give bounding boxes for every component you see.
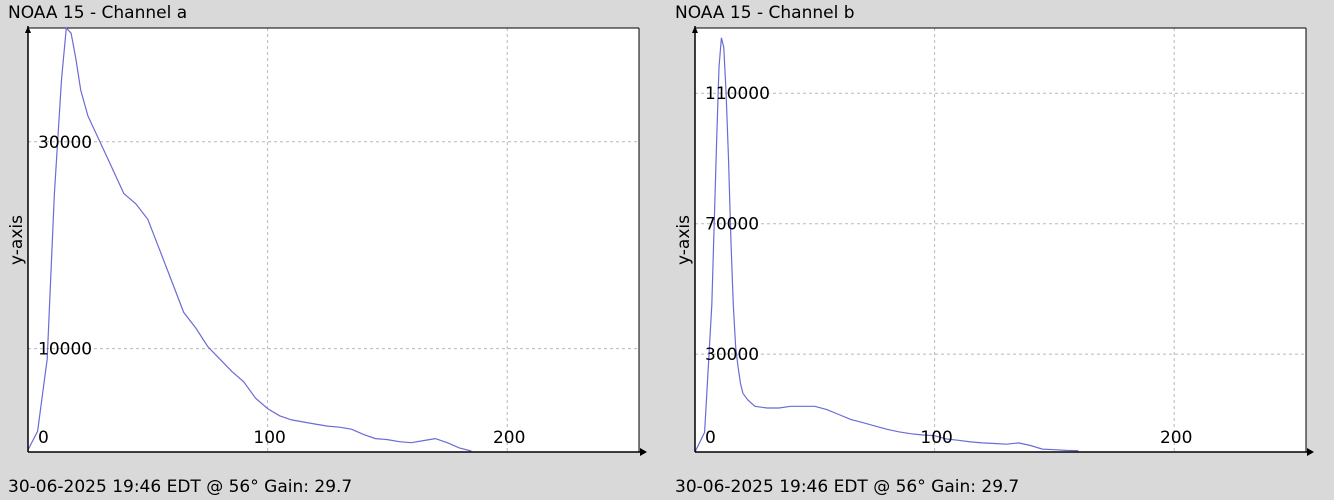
y-axis-label: y-axis <box>7 215 27 265</box>
y-tick-label: 110000 <box>705 84 770 104</box>
y-tick-label: 30000 <box>38 133 92 153</box>
y-tick-label: 10000 <box>38 340 92 360</box>
plot-area <box>695 28 1306 452</box>
channel-a-chart: 0 100 200 10000 30000 y-axis <box>7 26 647 456</box>
channel-b-chart: 0 100 200 30000 70000 110000 y-axis <box>674 26 1314 456</box>
x-tick-label: 100 <box>920 428 952 448</box>
chart-title: NOAA 15 - Channel a <box>8 3 188 23</box>
x-axis-arrow <box>640 448 647 456</box>
series-line <box>694 37 1079 453</box>
y-tick-label: 30000 <box>705 345 759 365</box>
y-axis-arrow <box>25 26 31 33</box>
chart-title: NOAA 15 - Channel b <box>675 3 855 23</box>
x-tick-label: 200 <box>1160 428 1192 448</box>
x-tick-label: 0 <box>705 428 716 448</box>
x-tick-label: 100 <box>253 428 285 448</box>
y-tick-label: 70000 <box>705 215 759 235</box>
chart-footer: 30-06-2025 19:46 EDT @ 56° Gain: 29.7 <box>8 477 353 497</box>
x-axis-arrow <box>1307 448 1314 456</box>
channel-b-panel: NOAA 15 - Channel b 0 100 200 30000 70000 110… <box>667 0 1334 500</box>
chart-footer: 30-06-2025 19:46 EDT @ 56° Gain: 29.7 <box>675 477 1020 497</box>
x-tick-label: 200 <box>493 428 525 448</box>
x-tick-label: 0 <box>38 428 49 448</box>
y-axis-label: y-axis <box>674 215 694 265</box>
plot-area <box>28 28 639 452</box>
y-axis-arrow <box>692 26 698 33</box>
series-line <box>27 26 472 452</box>
channel-a-panel: NOAA 15 - Channel a 0 100 200 10000 30000 y-a… <box>7 3 647 497</box>
